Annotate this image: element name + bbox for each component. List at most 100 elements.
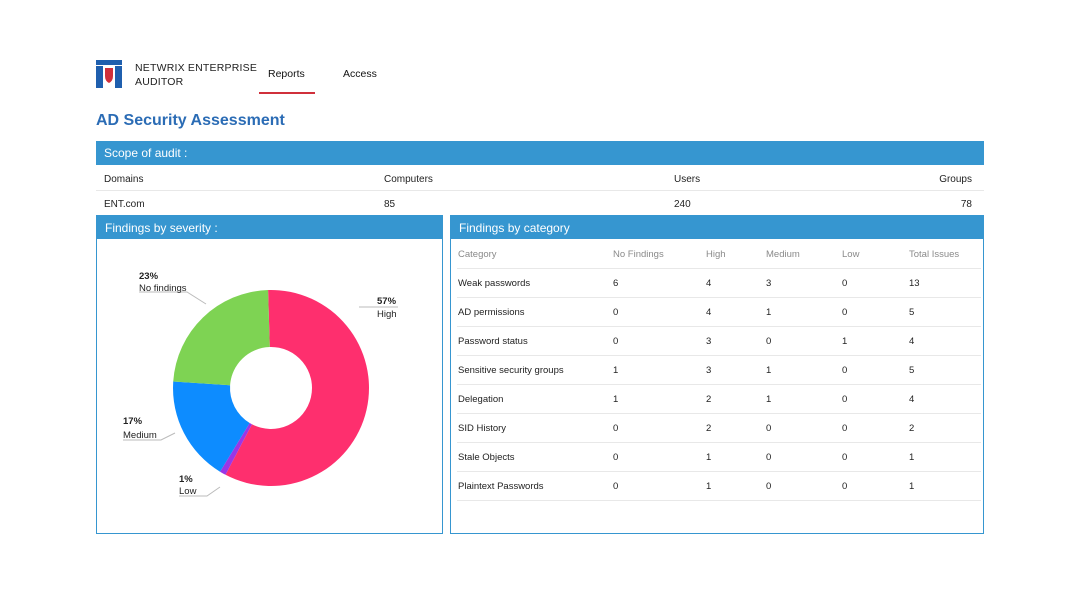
cell-category: Password status (458, 336, 528, 347)
cell-medium: 1 (766, 394, 772, 405)
header-category: Category (458, 249, 497, 260)
table-row: Password status 0 3 0 1 4 (457, 327, 981, 356)
leader-line-low (179, 486, 221, 497)
brand-line-2: AUDITOR (135, 76, 184, 88)
donut-label-high: High (377, 309, 397, 320)
table-row: Sensitive security groups 1 3 1 0 5 (457, 356, 981, 385)
scope-title: Scope of audit : (104, 146, 188, 160)
table-row: AD permissions 0 4 1 0 5 (457, 298, 981, 327)
header-total-issues: Total Issues (909, 249, 960, 260)
donut-slice-medium (173, 381, 250, 472)
cell-no-findings: 0 (613, 423, 619, 434)
donut-label-low: Low (179, 486, 197, 497)
cell-total: 2 (909, 423, 915, 434)
category-panel-header: Findings by category (451, 216, 983, 239)
cell-category: Weak passwords (458, 278, 531, 289)
cell-medium: 0 (766, 481, 772, 492)
active-nav-indicator (259, 92, 315, 94)
cell-total: 1 (909, 481, 915, 492)
cell-medium: 0 (766, 336, 772, 347)
cell-category: Sensitive security groups (458, 365, 564, 376)
cell-category: SID History (458, 423, 507, 434)
brand-line-1: NETWRIX ENTERPRISE (135, 62, 258, 74)
brand-name: NETWRIX ENTERPRISE AUDITOR (135, 61, 257, 89)
cell-medium: 1 (766, 307, 772, 318)
category-panel: Findings by category Category No Finding… (450, 215, 984, 534)
donut-pct-low: 1% (179, 474, 193, 485)
donut-label-medium: Medium (123, 430, 157, 441)
cell-low: 0 (842, 394, 848, 405)
donut-pct-high: 57% (377, 296, 397, 307)
scope-header-domains: Domains (104, 174, 144, 185)
scope-value-computers: 85 (384, 199, 396, 210)
leader-line-no-findings (139, 291, 207, 305)
cell-low: 0 (842, 278, 848, 289)
cell-high: 1 (706, 481, 712, 492)
donut-slice-no-findings (173, 290, 270, 386)
table-header-row: Category No Findings High Medium Low Tot… (457, 240, 981, 269)
table-row: Weak passwords 6 4 3 0 13 (457, 269, 981, 298)
cell-total: 4 (909, 336, 915, 347)
nav-access[interactable]: Access (343, 68, 377, 80)
cell-no-findings: 0 (613, 452, 619, 463)
cell-medium: 0 (766, 452, 772, 463)
cell-category: Delegation (458, 394, 504, 405)
cell-high: 4 (706, 278, 712, 289)
cell-total: 13 (909, 278, 920, 289)
donut-pct-no-findings: 23% (139, 271, 159, 282)
table-row: Stale Objects 0 1 0 0 1 (457, 443, 981, 472)
cell-no-findings: 0 (613, 336, 619, 347)
cell-total: 5 (909, 365, 915, 376)
cell-no-findings: 1 (613, 365, 619, 376)
scope-header-computers: Computers (384, 174, 433, 185)
scope-value-domains: ENT.com (104, 199, 145, 210)
cell-low: 0 (842, 307, 848, 318)
cell-low: 1 (842, 336, 848, 347)
cell-category: Stale Objects (458, 452, 515, 463)
cell-medium: 3 (766, 278, 772, 289)
table-body: Weak passwords 6 4 3 0 13 AD permissions 0 4 1 0 5 P… (451, 269, 983, 501)
cell-no-findings: 6 (613, 278, 619, 289)
cell-high: 1 (706, 452, 712, 463)
cell-low: 0 (842, 481, 848, 492)
table-row: Delegation 1 2 1 0 4 (457, 385, 981, 414)
scope-value-groups: 78 (960, 199, 972, 210)
cell-category: Plaintext Passwords (458, 481, 544, 492)
cell-no-findings: 1 (613, 394, 619, 405)
nav-reports[interactable]: Reports (268, 68, 305, 80)
scope-value-row: ENT.com 85 240 78 (96, 191, 984, 215)
donut-slice-high (225, 290, 369, 486)
cell-high: 2 (706, 423, 712, 434)
cell-low: 0 (842, 452, 848, 463)
cell-total: 1 (909, 452, 915, 463)
cell-high: 3 (706, 336, 712, 347)
donut-pct-medium: 17% (123, 416, 143, 427)
cell-no-findings: 0 (613, 481, 619, 492)
cell-no-findings: 0 (613, 307, 619, 318)
severity-panel-header: Findings by severity : (97, 216, 442, 239)
cell-high: 3 (706, 365, 712, 376)
scope-header-groups: Groups (939, 174, 972, 185)
header-high: High (706, 249, 726, 260)
scope-header-row: Domains Computers Users Groups (96, 166, 984, 191)
header-no-findings: No Findings (613, 249, 664, 260)
netwrix-logo-icon (96, 60, 122, 88)
scope-value-users: 240 (674, 199, 691, 210)
severity-panel: Findings by severity : 57% High 23% No f… (96, 215, 443, 534)
cell-medium: 1 (766, 365, 772, 376)
donut-label-no-findings: No findings (139, 283, 187, 294)
category-table: Category No Findings High Medium Low Tot… (451, 240, 983, 501)
severity-title: Findings by severity : (105, 221, 218, 235)
cell-low: 0 (842, 365, 848, 376)
header-medium: Medium (766, 249, 800, 260)
cell-medium: 0 (766, 423, 772, 434)
donut-slice-low (220, 423, 252, 475)
leader-line-medium (123, 432, 176, 441)
page-title: AD Security Assessment (96, 112, 285, 129)
category-title: Findings by category (459, 221, 570, 235)
table-row: SID History 0 2 0 0 2 (457, 414, 981, 443)
scope-section-header: Scope of audit : (96, 141, 984, 165)
scope-header-users: Users (674, 174, 701, 185)
header-low: Low (842, 249, 860, 260)
severity-donut-chart: 57% High 23% No findings 17% Medium 1% L… (123, 271, 398, 497)
